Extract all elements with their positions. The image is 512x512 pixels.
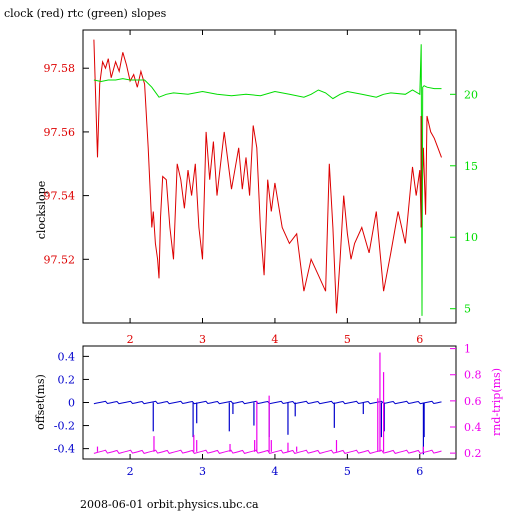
top-y-tick-label: 97.56 xyxy=(44,126,76,139)
bottom-y2label: rnd-trip(ms) xyxy=(490,368,503,436)
bottom-ylabel: offset(ms) xyxy=(34,374,47,430)
top-x-tick-label: 5 xyxy=(344,333,351,346)
top-y-tick-label: 97.58 xyxy=(44,62,76,75)
top-y-tick-label: 97.52 xyxy=(44,253,76,266)
bottom-series-magenta-line xyxy=(93,449,442,454)
bottom-y-tick-label: 0.4 xyxy=(58,350,76,363)
bottom-axis-ticks: 2 3 4 5 6 -0.4 -0.2 0 0.2 0.4 0.2 0.4 0.6 0.8 1 xyxy=(54,343,482,478)
bottom-x-tick-label: 3 xyxy=(199,465,206,478)
top-x-tick-label: 4 xyxy=(271,333,278,346)
top-series-red-line xyxy=(93,39,442,314)
bottom-y-tick-label: -0.2 xyxy=(54,420,75,433)
top-y2-tick-label: 10 xyxy=(464,231,478,244)
bottom-y2-tick-label: 0.2 xyxy=(464,447,482,460)
bottom-y-tick-label: 0.2 xyxy=(58,373,76,386)
bottom-x-tick-label: 5 xyxy=(344,465,351,478)
top-x-tick-label: 3 xyxy=(199,333,206,346)
top-axis-ticks: 2 3 4 5 6 97.52 97.54 97.56 97.58 5 10 15 20 xyxy=(44,30,478,346)
bottom-y-tick-label: -0.4 xyxy=(54,443,75,456)
top-x-tick-label: 2 xyxy=(127,333,134,346)
top-y-tick-label: 97.54 xyxy=(44,190,76,203)
bottom-series-group xyxy=(93,352,442,455)
bottom-y2-tick-label: 0.8 xyxy=(464,369,482,382)
bottom-x-tick-label: 2 xyxy=(127,465,134,478)
top-series-group xyxy=(93,39,442,316)
top-series-green-line xyxy=(93,44,442,316)
bottom-y2-tick-label: 0.4 xyxy=(464,421,482,434)
top-y2-tick-label: 15 xyxy=(464,160,478,173)
bottom-x-tick-label: 6 xyxy=(416,465,423,478)
bottom-series-blue-line xyxy=(93,400,442,405)
top-plot-frame xyxy=(82,29,457,324)
top-y2-tick-label: 5 xyxy=(464,303,471,316)
top-ylabel: clockslope xyxy=(35,181,48,239)
top-x-tick-label: 6 xyxy=(416,333,423,346)
bottom-panel: offset(ms) rnd-trip(ms) 2 3 4 5 6 -0.4 -0.2 0 0.… xyxy=(34,343,503,478)
bottom-y-tick-label: 0 xyxy=(68,397,75,410)
chart-title: clock (red) rtc (green) slopes xyxy=(4,7,167,20)
bottom-y2-tick-label: 1 xyxy=(464,343,471,356)
bottom-y2-tick-label: 0.6 xyxy=(464,395,482,408)
footer-text: 2008-06-01 orbit.physics.ubc.ca xyxy=(80,498,259,511)
top-y2-tick-label: 20 xyxy=(464,88,478,101)
top-panel: clockslope 2 3 4 5 6 97.52 97.54 97.56 97.58 5 10 1… xyxy=(35,29,478,346)
bottom-x-tick-label: 4 xyxy=(271,465,278,478)
